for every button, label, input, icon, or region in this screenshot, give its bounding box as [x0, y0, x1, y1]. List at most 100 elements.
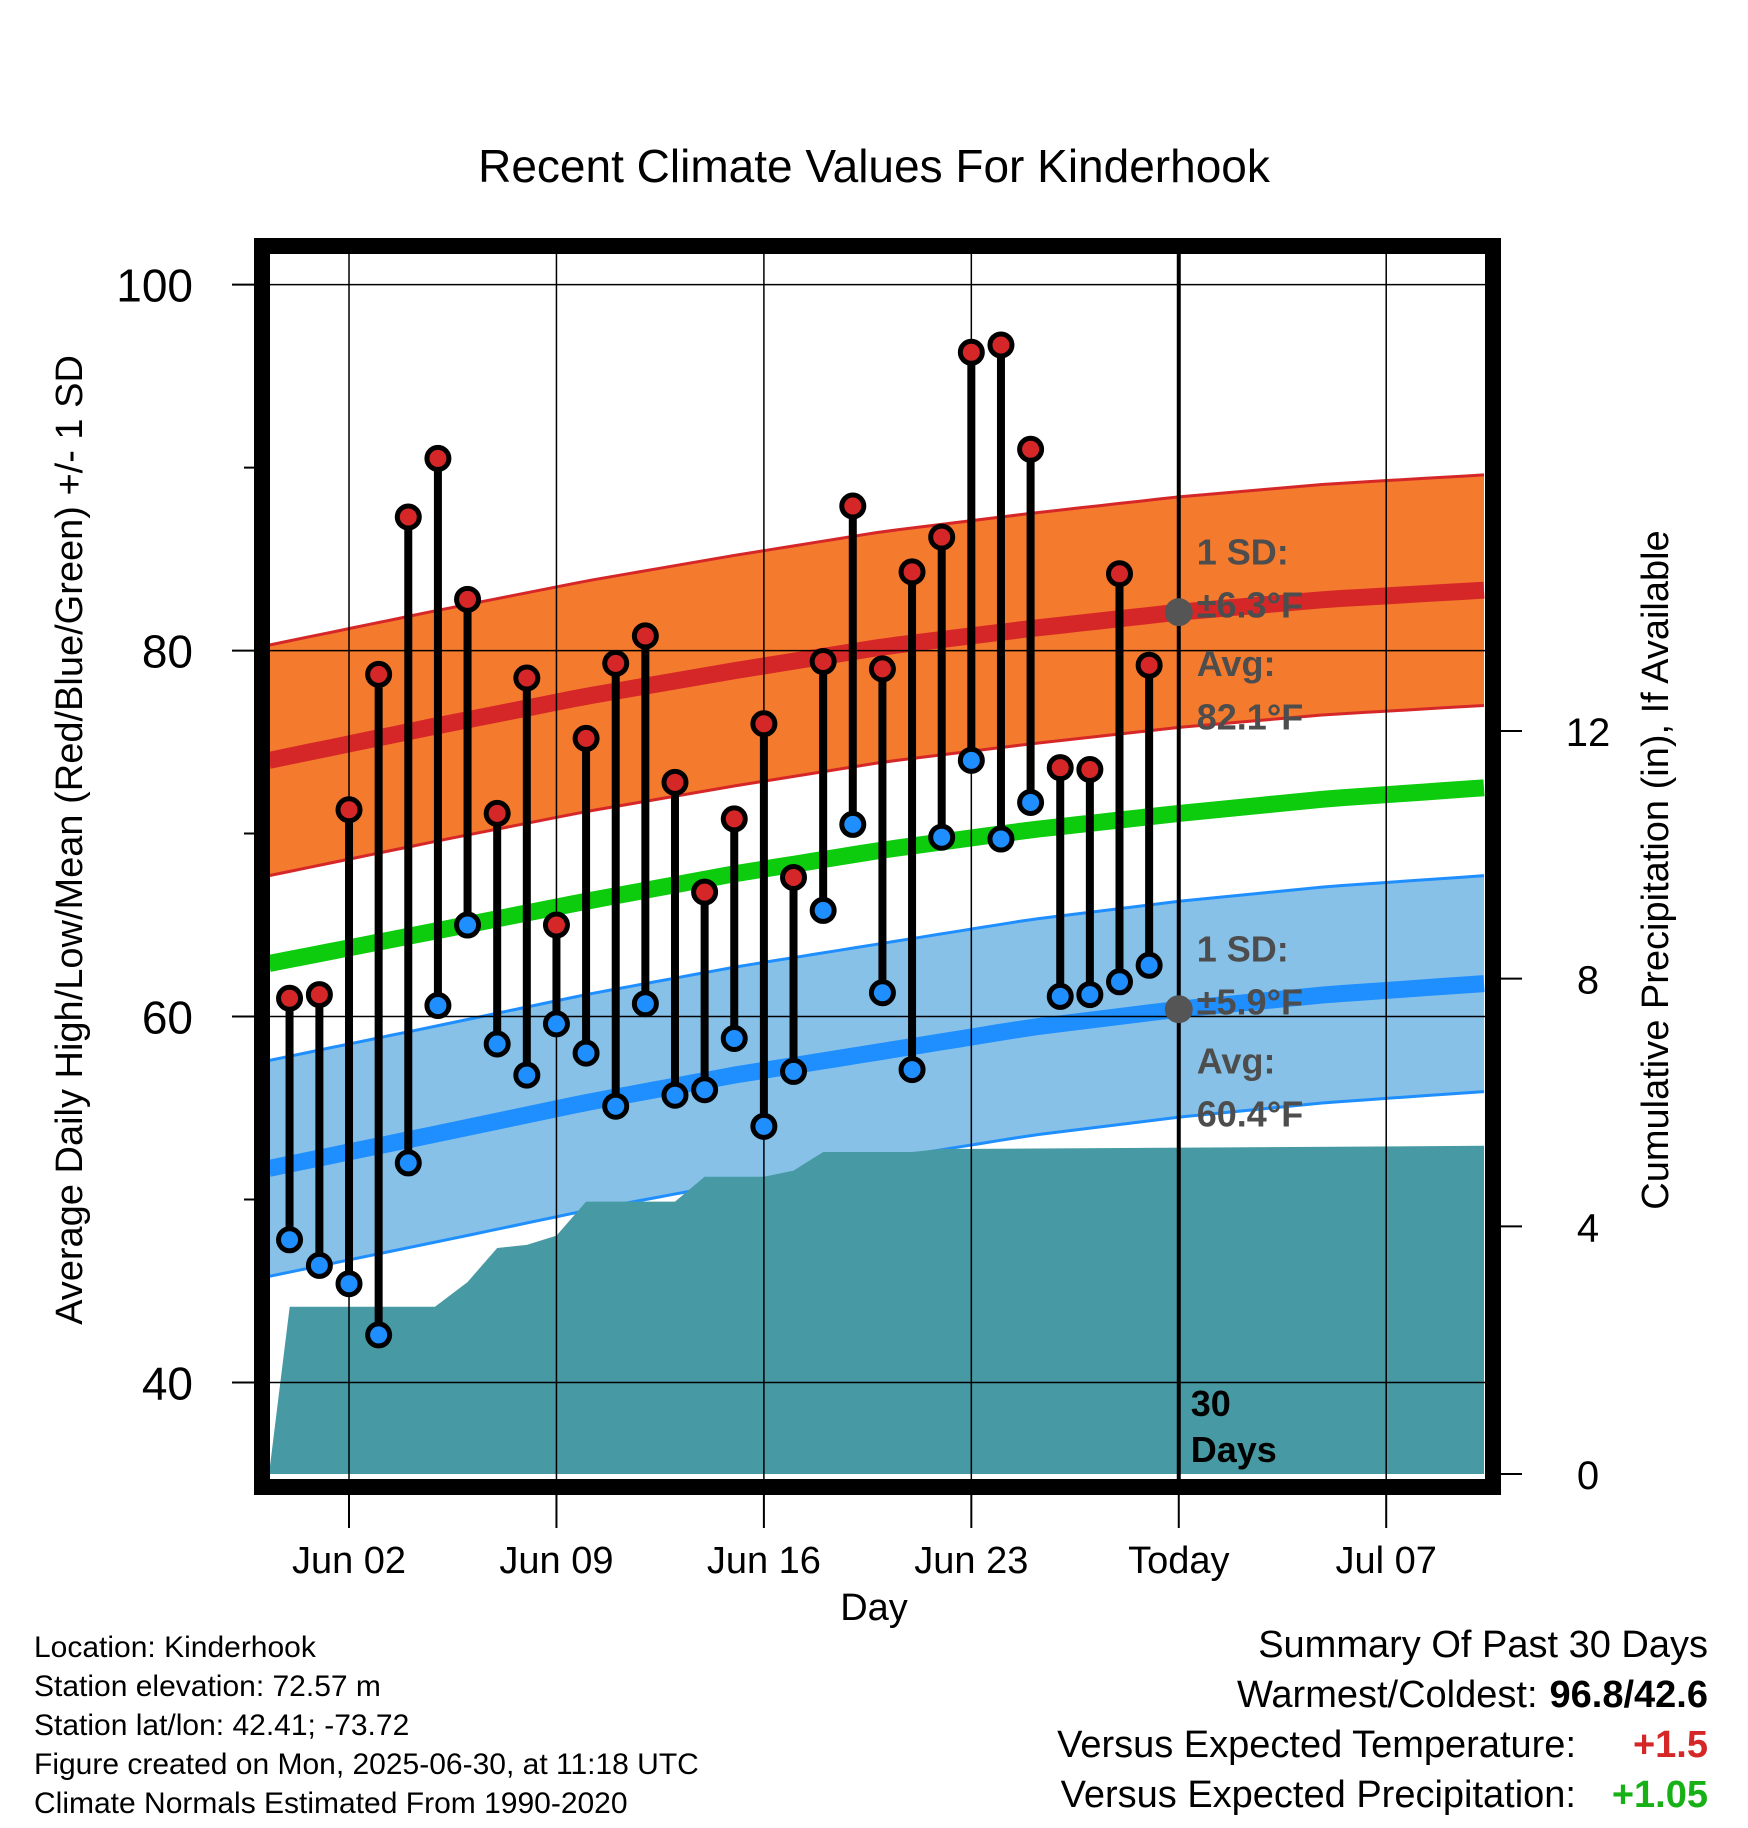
high-point-3: [365, 660, 393, 688]
low-point-18: [809, 896, 837, 924]
low-point-26: [1046, 982, 1074, 1010]
y-tick-label-2: 80: [142, 626, 193, 678]
low-point-22: [928, 823, 956, 851]
today-low-avg-marker: [1164, 995, 1193, 1024]
high-point-28: [1106, 560, 1133, 588]
y2-tick-label-3: 12: [1566, 711, 1611, 755]
summary-heading: Summary Of Past 30 Days: [1258, 1624, 1708, 1666]
low-point-25: [1017, 788, 1045, 816]
high-point-8: [513, 664, 541, 692]
x-tick-label-3: Jun 23: [914, 1540, 1028, 1582]
high-point-23: [957, 338, 985, 366]
high-point-7: [483, 799, 511, 827]
high-point-26: [1046, 754, 1074, 782]
low-point-9: [542, 1010, 570, 1038]
normal-low-line: [267, 975, 1485, 1177]
low-avg-value: 60.4°F: [1197, 1093, 1303, 1134]
created-text: Figure created on Mon, 2025-06-30, at 11…: [34, 1748, 699, 1781]
high-point-24: [987, 331, 1015, 359]
window-days-number: 30: [1191, 1383, 1231, 1424]
y-axis-label: Average Daily High/Low/Mean (Red/Blue/Gr…: [49, 355, 91, 1325]
precip-anomaly-row: Versus Expected Precipitation: +1.05: [1057, 1770, 1708, 1820]
latlon-text: Station lat/lon: 42.41; -73.72: [34, 1709, 410, 1742]
high-point-21: [898, 558, 926, 586]
high-avg-value: 82.1°F: [1197, 696, 1303, 737]
today-high-avg-marker: [1164, 598, 1193, 627]
low-point-28: [1106, 968, 1133, 996]
summary-panel: Summary Of Past 30 Days Warmest/Coldest:…: [1057, 1620, 1708, 1820]
y2-tick-label-1: 4: [1577, 1206, 1599, 1250]
low-point-11: [602, 1092, 630, 1120]
low-point-24: [987, 825, 1015, 853]
warm-cold-label: Warmest/Coldest:: [1236, 1674, 1538, 1716]
precip-anomaly-value: +1.05: [1611, 1774, 1708, 1816]
high-point-20: [868, 655, 896, 683]
low-point-15: [720, 1024, 748, 1052]
high-point-25: [1017, 435, 1045, 463]
high-point-6: [454, 585, 482, 613]
high-avg-label: Avg:: [1197, 643, 1276, 684]
high-point-22: [928, 523, 956, 551]
low-point-27: [1076, 981, 1104, 1009]
high-point-17: [780, 863, 808, 891]
high-point-1: [305, 981, 333, 1009]
high-point-0: [276, 984, 304, 1012]
low-point-19: [839, 810, 867, 838]
low-point-16: [750, 1112, 778, 1140]
location-text: Location: Kinderhook: [34, 1631, 316, 1664]
low-point-17: [780, 1057, 808, 1085]
low-point-29: [1135, 951, 1163, 979]
x-axis-label: Day: [840, 1587, 908, 1629]
high-point-27: [1076, 756, 1104, 784]
high-point-16: [750, 710, 778, 738]
low-point-4: [394, 1149, 422, 1177]
low-sd-label: 1 SD:: [1197, 929, 1289, 970]
normals-text: Climate Normals Estimated From 1990-2020: [34, 1787, 628, 1820]
low-band-upper-edge: [268, 874, 1485, 1062]
low-point-13: [661, 1081, 689, 1109]
y2-axis-label: Cumulative Precipitation (in), If Availa…: [1635, 530, 1677, 1209]
x-tick-label-0: Jun 02: [292, 1540, 406, 1582]
chart-title: Recent Climate Values For Kinderhook: [478, 140, 1271, 192]
warm-cold-row: Warmest/Coldest: 96.8/42.6: [1057, 1670, 1708, 1720]
precip-anomaly-label: Versus Expected Precipitation:: [1060, 1774, 1576, 1816]
y-tick-label-3: 100: [116, 260, 193, 312]
high-sd-value: ±6.3°F: [1197, 585, 1303, 626]
low-point-10: [572, 1039, 600, 1067]
temp-anomaly-value: +1.5: [1632, 1724, 1708, 1766]
today-annotations: 1 SD: ±6.3°F Avg: 82.1°F 1 SD: ±5.9°F Avg: 60.4…: [1164, 532, 1303, 1470]
low-point-2: [335, 1270, 363, 1298]
high-point-18: [809, 648, 837, 676]
low-point-23: [957, 746, 985, 774]
high-point-13: [661, 768, 689, 796]
high-point-19: [839, 492, 867, 520]
high-sd-label: 1 SD:: [1197, 532, 1289, 573]
y2-tick-label-0: 0: [1577, 1454, 1599, 1498]
plot-frame: [254, 238, 1501, 1495]
high-point-5: [424, 444, 452, 472]
high-point-4: [394, 503, 422, 531]
high-point-14: [691, 878, 719, 906]
high-point-15: [720, 805, 748, 833]
low-point-14: [691, 1076, 719, 1104]
high-point-29: [1135, 651, 1163, 679]
low-point-5: [424, 992, 452, 1020]
high-point-9: [542, 911, 570, 939]
low-avg-label: Avg:: [1197, 1040, 1276, 1081]
x-tick-label-5: Jul 07: [1336, 1540, 1437, 1582]
high-point-12: [631, 622, 659, 650]
low-sd-value: ±5.9°F: [1197, 982, 1303, 1023]
low-point-20: [868, 979, 896, 1007]
daily-range-bars: [285, 344, 1154, 1335]
x-tick-label-2: Jun 16: [707, 1540, 821, 1582]
x-tick-label-4: Today: [1128, 1540, 1229, 1582]
low-point-0: [276, 1226, 304, 1254]
low-point-7: [483, 1030, 511, 1058]
elevation-text: Station elevation: 72.57 m: [34, 1670, 381, 1703]
daily-points: [276, 331, 1163, 1349]
warm-cold-value: 96.8/42.6: [1549, 1674, 1708, 1716]
y-tick-label-1: 60: [142, 992, 193, 1044]
high-point-11: [602, 649, 630, 677]
low-point-8: [513, 1061, 541, 1089]
